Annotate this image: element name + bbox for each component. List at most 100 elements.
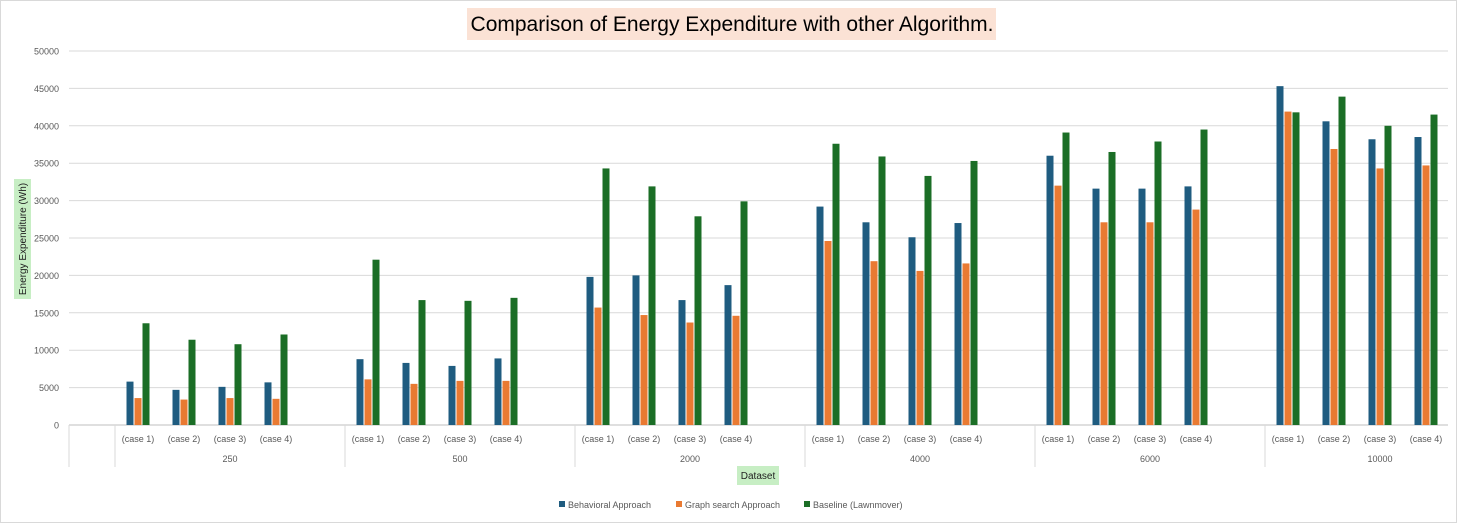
- y-axis-title-background: [14, 179, 31, 299]
- x-tick-label: (case 1): [122, 434, 155, 444]
- x-tick-label: (case 4): [950, 434, 983, 444]
- x-tick-label: (case 2): [858, 434, 891, 444]
- y-axis-title: Energy Expenditure (Wh): [14, 179, 31, 299]
- bar: [1322, 121, 1330, 425]
- x-tick-label: (case 4): [1410, 434, 1443, 444]
- bar: [640, 315, 648, 425]
- bar: [1092, 188, 1100, 425]
- bar: [1108, 151, 1116, 426]
- title-background: [467, 8, 996, 40]
- bar: [456, 380, 464, 425]
- bar: [594, 307, 602, 425]
- x-tick-label: (case 2): [628, 434, 661, 444]
- bar: [1046, 155, 1054, 425]
- y-axis-ticks: 0 5000 10000 15000 20000 25000 30000 35000 40000…: [34, 47, 59, 431]
- bar: [1154, 141, 1162, 425]
- bar: [824, 240, 832, 425]
- x-tick-label: (case 3): [444, 434, 477, 444]
- bar: [862, 222, 870, 425]
- y-tick-label: 45000: [34, 84, 59, 94]
- x-tick-label: (case 3): [904, 434, 937, 444]
- bar: [694, 216, 702, 425]
- x-tick-label: (case 1): [1042, 434, 1075, 444]
- bar: [1146, 222, 1154, 425]
- y-tick-label: 40000: [34, 121, 59, 131]
- x-tick-label: (case 4): [720, 434, 753, 444]
- y-tick-label: 30000: [34, 196, 59, 206]
- bar: [632, 275, 640, 425]
- bar: [586, 276, 594, 425]
- bar: [1368, 139, 1376, 425]
- y-tick-label: 15000: [34, 308, 59, 318]
- bar: [418, 300, 426, 425]
- bar: [740, 201, 748, 425]
- bar: [142, 323, 150, 425]
- bar: [1138, 188, 1146, 425]
- x-tick-label: (case 3): [1364, 434, 1397, 444]
- x-group-label: 4000: [910, 454, 930, 464]
- bar: [494, 358, 502, 425]
- legend-label: Baseline (Lawnmover): [813, 500, 903, 510]
- bar: [272, 398, 280, 425]
- x-tick-label: (case 3): [214, 434, 247, 444]
- bar: [816, 206, 824, 425]
- bar: [1184, 186, 1192, 425]
- bar: [188, 339, 196, 425]
- bar: [1054, 185, 1062, 425]
- y-tick-label: 0: [54, 421, 59, 431]
- y-tick-label: 50000: [34, 47, 59, 57]
- bar: [924, 175, 932, 425]
- bar: [1338, 96, 1346, 426]
- legend: Behavioral Approach Graph search Approach…: [559, 500, 903, 510]
- bar: [870, 261, 878, 425]
- x-tick-label: (case 1): [352, 434, 385, 444]
- y-tick-label: 35000: [34, 159, 59, 169]
- bar: [1276, 86, 1284, 425]
- bar: [908, 237, 916, 425]
- y-tick-label: 20000: [34, 271, 59, 281]
- bar: [1100, 222, 1108, 425]
- bar: [954, 223, 962, 425]
- bar: [1384, 125, 1392, 426]
- x-tick-label: (case 2): [398, 434, 431, 444]
- bar: [1192, 209, 1200, 425]
- x-tick-label: (case 1): [812, 434, 845, 444]
- legend-swatch: [559, 501, 565, 507]
- bar: [280, 334, 288, 425]
- gridlines: [69, 50, 1448, 426]
- x-axis-title-text: Dataset: [741, 471, 776, 482]
- x-tick-label: (case 2): [1318, 434, 1351, 444]
- bar: [832, 143, 840, 425]
- bar: [1200, 129, 1208, 426]
- legend-swatch: [676, 501, 682, 507]
- bar: [402, 362, 410, 425]
- y-tick-label: 25000: [34, 234, 59, 244]
- x-tick-label: (case 4): [490, 434, 523, 444]
- x-axis-title-background: [737, 466, 779, 485]
- bar: [372, 259, 380, 425]
- x-tick-label: (case 4): [1180, 434, 1213, 444]
- bar: [1422, 165, 1430, 425]
- bar: [134, 398, 142, 425]
- bar: [448, 365, 456, 425]
- bar: [686, 322, 694, 425]
- bar: [1376, 168, 1384, 425]
- chart-title: Comparison of Energy Expenditure with ot…: [471, 13, 994, 36]
- x-tick-label: (case 1): [582, 434, 615, 444]
- bar: [502, 380, 510, 425]
- bar: [1062, 132, 1070, 426]
- x-tick-label: (case 2): [168, 434, 201, 444]
- bar: [218, 386, 226, 425]
- bar: [678, 300, 686, 425]
- bar: [648, 186, 656, 425]
- bar: [172, 389, 180, 425]
- y-tick-label: 10000: [34, 346, 59, 356]
- bar: [970, 160, 978, 425]
- x-tick-label: (case 3): [1134, 434, 1167, 444]
- bar: [962, 263, 970, 425]
- x-group-label: 6000: [1140, 454, 1160, 464]
- y-axis-title-text: Energy Expenditure (Wh): [18, 183, 29, 295]
- y-tick-label: 5000: [39, 383, 59, 393]
